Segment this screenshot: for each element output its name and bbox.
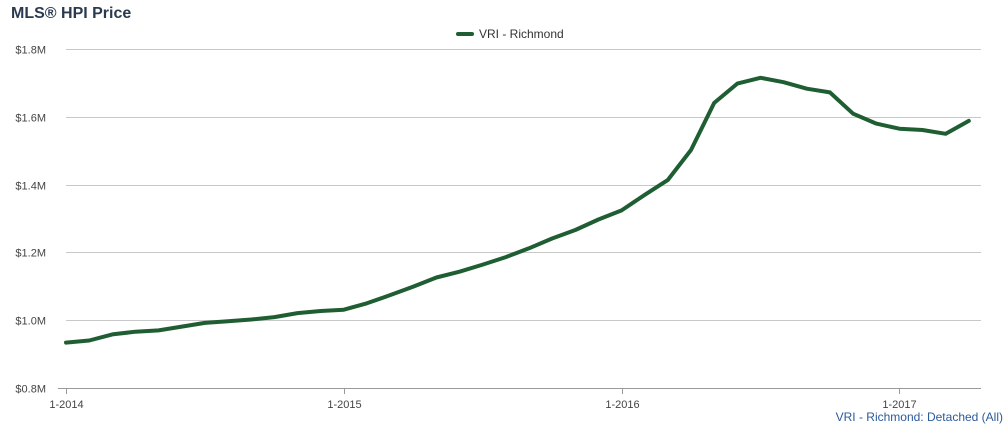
y-tick-label: $1.6M [15, 113, 46, 125]
chart-title: MLS® HPI Price [11, 5, 132, 22]
y-axis: $0.8M $1.0M $1.2M $1.4M $1.6M $1.8M [15, 45, 46, 396]
y-tick-label: $1.0M [15, 316, 46, 328]
legend-label: VRI - Richmond [479, 27, 564, 41]
x-axis-ticks: 1-2014 1-2015 1-2016 1-2017 [49, 388, 917, 411]
series-line [64, 75, 971, 345]
y-tick-label: $1.8M [15, 45, 46, 57]
chart-footnote: VRI - Richmond: Detached (All) [835, 410, 1003, 424]
x-tick-label: 1-2017 [882, 399, 916, 411]
legend[interactable]: VRI - Richmond [456, 27, 564, 41]
x-tick-label: 1-2016 [605, 399, 639, 411]
x-tick-label: 1-2015 [327, 399, 361, 411]
series-group [64, 75, 971, 345]
y-tick-label: $1.4M [15, 181, 46, 193]
y-tick-label: $1.2M [15, 248, 46, 260]
y-tick-label: $0.8M [15, 384, 46, 396]
grid-lines [66, 49, 981, 321]
x-tick-label: 1-2014 [49, 399, 83, 411]
